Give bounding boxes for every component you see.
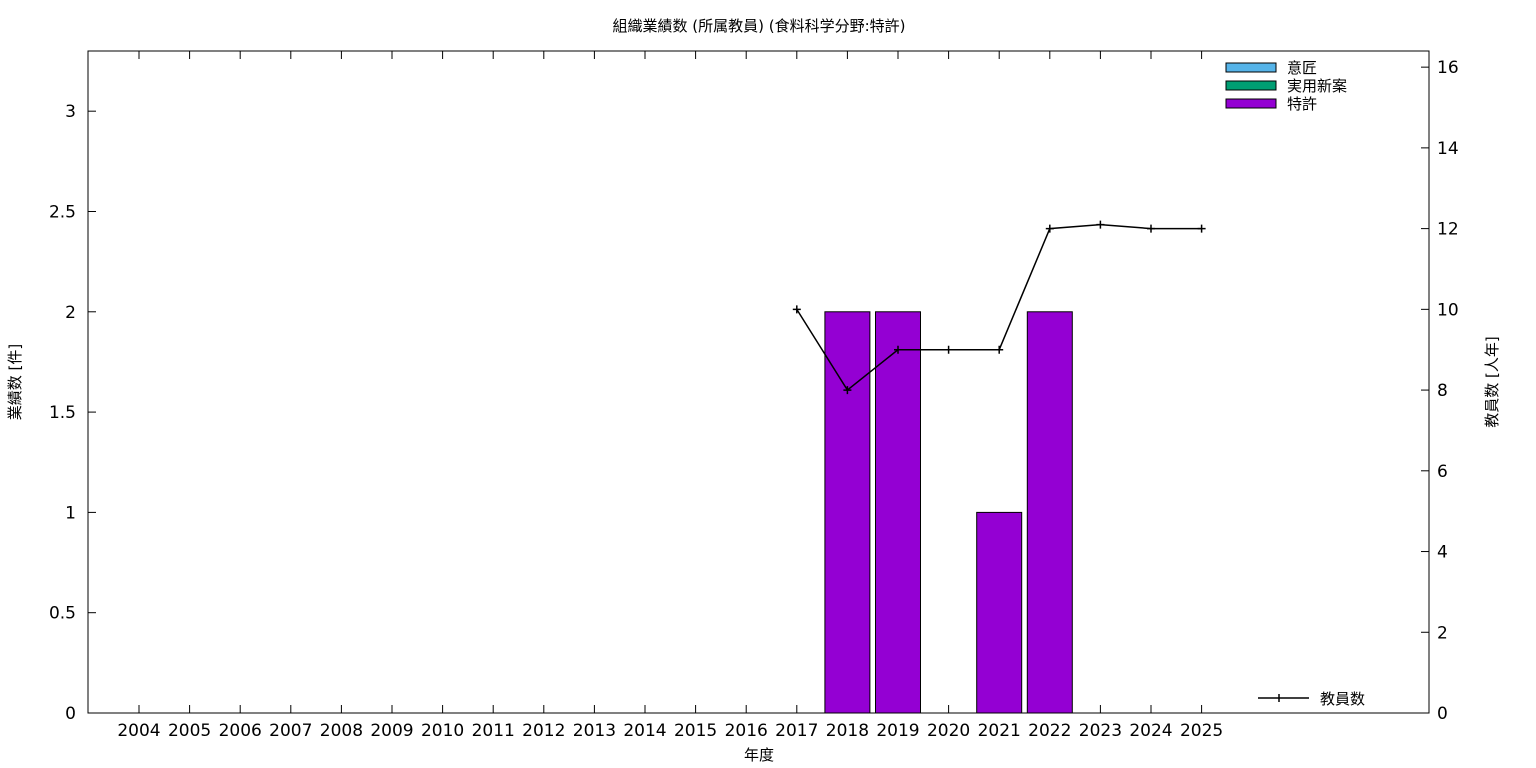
bar [1026, 311, 1073, 714]
right-tick-label: 6 [1437, 462, 1448, 482]
right-tick-label: 16 [1437, 58, 1459, 78]
line-legend-label: 教員数 [1320, 690, 1365, 708]
x-tick-label: 2015 [674, 721, 717, 741]
bar [976, 511, 1023, 714]
x-axis: 2004 2005 2006 2007 2008 2009 2010 2011 2012 2013… [117, 721, 1223, 741]
left-tick-label: 3 [65, 102, 76, 122]
line-point-marker [1096, 220, 1105, 229]
line-point-marker [894, 345, 902, 354]
x-tick-label: 2005 [168, 721, 211, 741]
x-tick-label: 2020 [927, 721, 970, 741]
x-tick-label: 2016 [725, 721, 768, 741]
legend-swatch [1225, 62, 1277, 73]
right-tick-label: 12 [1437, 220, 1459, 240]
right-tick-label: 14 [1437, 139, 1459, 159]
legend-swatch [1225, 80, 1277, 91]
legend-label: 実用新案 [1287, 77, 1347, 95]
bar [875, 311, 921, 714]
x-tick-label: 2023 [1079, 721, 1122, 741]
left-y-axis: 0 0.5 1 1.5 2 2.5 3 [49, 102, 76, 724]
x-tick-label: 2022 [1028, 721, 1071, 741]
left-tick-label: 1 [65, 503, 76, 523]
legend-label: 特許 [1287, 95, 1317, 113]
x-axis-label: 年度 [744, 746, 774, 764]
x-tick-label: 2018 [826, 721, 869, 741]
x-tick-label: 2017 [775, 721, 818, 741]
right-tick-label: 0 [1437, 704, 1448, 724]
x-tick-label: 2011 [472, 721, 515, 741]
line-point-marker [792, 305, 801, 314]
x-tick-label: 2025 [1180, 721, 1223, 741]
left-y-axis-label: 業績数 [件] [6, 344, 24, 420]
line-point-marker [1045, 224, 1054, 233]
x-tick-label: 2024 [1129, 721, 1172, 741]
right-y-axis: 0 2 4 6 8 10 12 14 16 [1437, 58, 1459, 724]
x-tick-label: 2014 [623, 721, 666, 741]
right-y-axis-label: 教員数 [人年] [1483, 336, 1501, 427]
legend-label: 意匠 [1287, 59, 1317, 77]
line-series [792, 220, 1206, 395]
x-tick-label: 2019 [876, 721, 919, 741]
x-tick-label: 2012 [522, 721, 565, 741]
bar-series [824, 311, 1073, 714]
line-legend: 教員数 [1258, 690, 1365, 708]
line-point-marker [1197, 224, 1206, 233]
x-tick-label: 2007 [269, 721, 312, 741]
left-tick-label: 0 [65, 704, 76, 724]
left-tick-label: 0.5 [49, 604, 76, 624]
x-tick-label: 2006 [219, 721, 262, 741]
bar [824, 311, 871, 714]
line-point-marker [843, 386, 852, 395]
plot-area-border [87, 50, 1430, 714]
left-tick-label: 1.5 [49, 403, 76, 423]
axis-ticks [88, 51, 1429, 714]
x-tick-label: 2009 [370, 721, 413, 741]
line-point-marker [1147, 224, 1155, 233]
right-tick-label: 10 [1437, 300, 1459, 320]
x-tick-label: 2010 [421, 721, 464, 741]
line-point-marker [944, 345, 953, 354]
right-tick-label: 4 [1437, 543, 1448, 563]
right-tick-label: 8 [1437, 381, 1448, 401]
legend-swatch [1225, 98, 1277, 109]
left-tick-label: 2.5 [49, 202, 76, 222]
x-tick-label: 2013 [573, 721, 616, 741]
x-tick-label: 2021 [978, 721, 1021, 741]
chart-title: 組織業績数 (所属教員) (食料科学分野:特許) [613, 17, 906, 35]
line-point-marker [995, 345, 1004, 354]
right-tick-label: 2 [1437, 623, 1448, 643]
left-tick-label: 2 [65, 303, 76, 323]
x-tick-label: 2004 [117, 721, 160, 741]
x-tick-label: 2008 [320, 721, 363, 741]
